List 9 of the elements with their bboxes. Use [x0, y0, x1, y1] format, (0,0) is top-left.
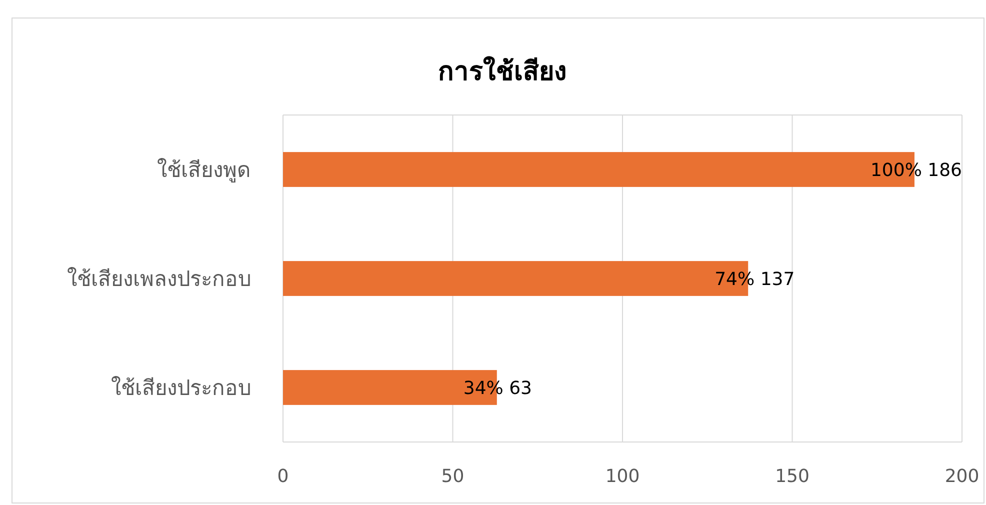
x-tick-label: 200	[944, 466, 980, 487]
chart-title: การใช้เสียง	[438, 56, 567, 87]
x-tick-label: 100	[605, 466, 640, 487]
x-tick-label: 150	[775, 466, 810, 487]
x-tick-label: 50	[441, 466, 464, 487]
y-tick-label: ใช้เสียงเพลงประกอบ	[67, 266, 251, 291]
x-tick-label: 0	[277, 466, 289, 487]
y-tick-label: ใช้เสียงพูด	[157, 158, 251, 183]
y-tick-label: ใช้เสียงประกอบ	[111, 376, 251, 400]
